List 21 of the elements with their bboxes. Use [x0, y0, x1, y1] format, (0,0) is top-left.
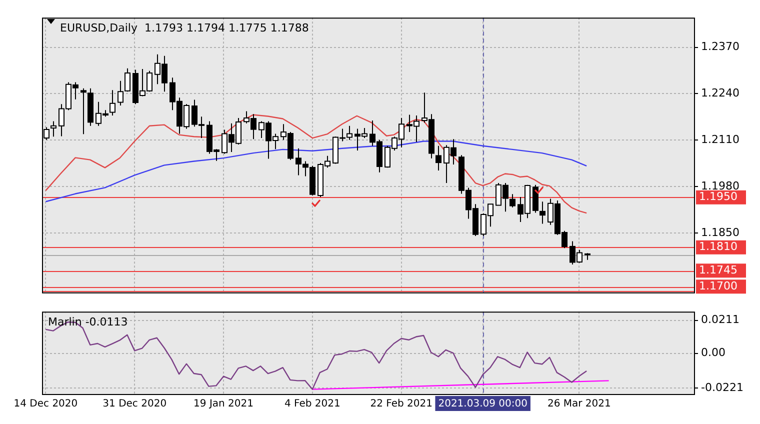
ref-line-label: 1.1810	[699, 240, 738, 254]
x-tick-label: 22 Feb 2021	[370, 398, 432, 410]
x-tick-label: 31 Dec 2020	[102, 398, 167, 410]
x-tick-label: 26 Mar 2021	[547, 398, 611, 410]
y-tick-label: 1.1980	[701, 179, 740, 192]
y-tick-label: 1.2370	[701, 40, 740, 54]
ref-line-label: 1.1700	[699, 280, 738, 293]
x-tick-label: 2021.03.09 00:00	[438, 398, 528, 410]
y-tick-label: 1.2240	[701, 86, 740, 100]
x-tick-label: 19 Jan 2021	[194, 398, 254, 410]
y-tick-label: 0.0211	[701, 313, 740, 326]
y-tick-label: -0.0221	[701, 380, 744, 394]
chart-title: EURUSD,Daily 1.1793 1.1794 1.1775 1.1788	[60, 21, 309, 34]
ref-line-label: 1.1950	[699, 190, 738, 204]
x-tick-label: 14 Dec 2020	[14, 398, 78, 410]
ref-line-label: 1.1745	[699, 263, 738, 276]
y-tick-label: 0.00	[701, 346, 726, 360]
y-tick-label: 1.2110	[701, 133, 740, 146]
x-tick-label: 4 Feb 2021	[284, 398, 340, 410]
chart-title: Marlin -0.0113	[48, 315, 128, 328]
y-tick-label: 1.1850	[701, 226, 740, 239]
